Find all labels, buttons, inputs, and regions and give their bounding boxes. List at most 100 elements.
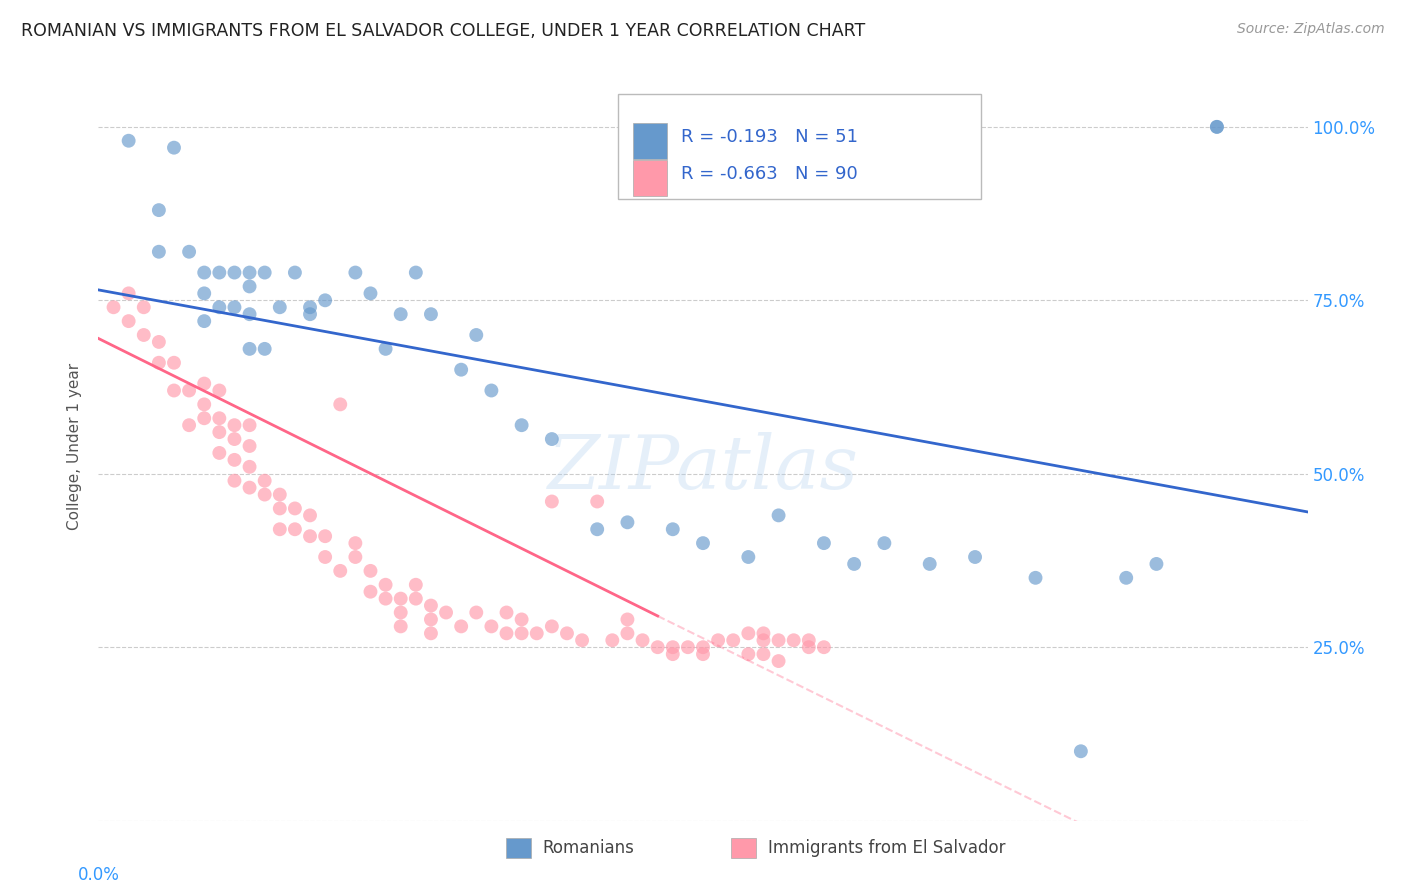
Point xyxy=(405,578,427,592)
Text: 0.0%: 0.0% xyxy=(77,865,120,884)
Point xyxy=(752,633,775,648)
Text: ROMANIAN VS IMMIGRANTS FROM EL SALVADOR COLLEGE, UNDER 1 YEAR CORRELATION CHART: ROMANIAN VS IMMIGRANTS FROM EL SALVADOR … xyxy=(21,22,865,40)
Point xyxy=(737,549,759,564)
Point xyxy=(707,633,730,648)
Point xyxy=(118,134,141,148)
Point xyxy=(420,612,443,626)
Point xyxy=(269,501,291,516)
Point xyxy=(239,481,262,495)
Point xyxy=(481,619,503,633)
Point xyxy=(465,606,488,620)
Point xyxy=(555,626,578,640)
Point xyxy=(965,549,987,564)
Point xyxy=(465,328,488,343)
Point xyxy=(253,266,276,280)
Point xyxy=(405,591,427,606)
Point xyxy=(1070,744,1092,758)
Point xyxy=(389,307,412,321)
Point xyxy=(208,266,231,280)
Point xyxy=(752,626,775,640)
Point xyxy=(224,453,246,467)
Point xyxy=(586,494,609,508)
Point xyxy=(193,411,215,425)
Point xyxy=(510,612,533,626)
Point xyxy=(540,619,562,633)
Point xyxy=(389,606,412,620)
Point xyxy=(813,640,835,655)
Point xyxy=(344,536,367,550)
Bar xyxy=(731,838,756,858)
Point xyxy=(269,300,291,314)
Point xyxy=(661,647,683,661)
Point xyxy=(103,300,125,314)
Point xyxy=(602,633,624,648)
Point xyxy=(148,203,170,218)
Point xyxy=(179,418,201,433)
Point xyxy=(692,640,714,655)
Point xyxy=(132,328,155,343)
Point xyxy=(768,508,790,523)
Text: Source: ZipAtlas.com: Source: ZipAtlas.com xyxy=(1237,22,1385,37)
Point xyxy=(193,376,215,391)
Point xyxy=(239,342,262,356)
Point xyxy=(299,508,322,523)
Point xyxy=(768,654,790,668)
Point xyxy=(253,474,276,488)
Text: Romanians: Romanians xyxy=(543,839,634,857)
Point xyxy=(360,564,382,578)
Point xyxy=(526,626,548,640)
Point xyxy=(389,591,412,606)
Bar xyxy=(633,123,666,159)
Point xyxy=(420,599,443,613)
Point xyxy=(148,356,170,370)
Point xyxy=(284,522,307,536)
Bar xyxy=(633,160,666,195)
Point xyxy=(389,619,412,633)
Y-axis label: College, Under 1 year: College, Under 1 year xyxy=(67,362,83,530)
Point xyxy=(299,529,322,543)
Point xyxy=(374,578,396,592)
Point xyxy=(450,619,472,633)
Text: R = -0.193   N = 51: R = -0.193 N = 51 xyxy=(682,128,858,146)
Point xyxy=(405,266,427,280)
Point xyxy=(797,633,820,648)
Point xyxy=(344,549,367,564)
Point xyxy=(118,286,141,301)
Point xyxy=(239,439,262,453)
Point xyxy=(163,384,186,398)
Point xyxy=(208,300,231,314)
Point xyxy=(224,474,246,488)
Point xyxy=(1115,571,1137,585)
Point xyxy=(676,640,699,655)
Point xyxy=(344,266,367,280)
Text: Immigrants from El Salvador: Immigrants from El Salvador xyxy=(768,839,1005,857)
Point xyxy=(647,640,669,655)
Point xyxy=(1206,120,1229,134)
Point xyxy=(1024,571,1046,585)
Point xyxy=(269,487,291,501)
Point xyxy=(434,606,457,620)
Point xyxy=(360,584,382,599)
Point xyxy=(797,640,820,655)
Point xyxy=(193,314,215,328)
Point xyxy=(495,626,517,640)
Point xyxy=(224,300,246,314)
Point xyxy=(148,244,170,259)
Point xyxy=(239,279,262,293)
Point xyxy=(1144,557,1167,571)
Point xyxy=(208,384,231,398)
Point xyxy=(314,293,336,308)
Point xyxy=(586,522,609,536)
Point xyxy=(179,244,201,259)
Point xyxy=(239,418,262,433)
Point xyxy=(360,286,382,301)
Point xyxy=(329,397,352,411)
Point xyxy=(239,266,262,280)
Point xyxy=(118,314,141,328)
Point xyxy=(179,384,201,398)
Point xyxy=(193,286,215,301)
Text: ZIPatlas: ZIPatlas xyxy=(547,433,859,505)
Point xyxy=(783,633,806,648)
Point xyxy=(737,626,759,640)
Point xyxy=(661,522,683,536)
